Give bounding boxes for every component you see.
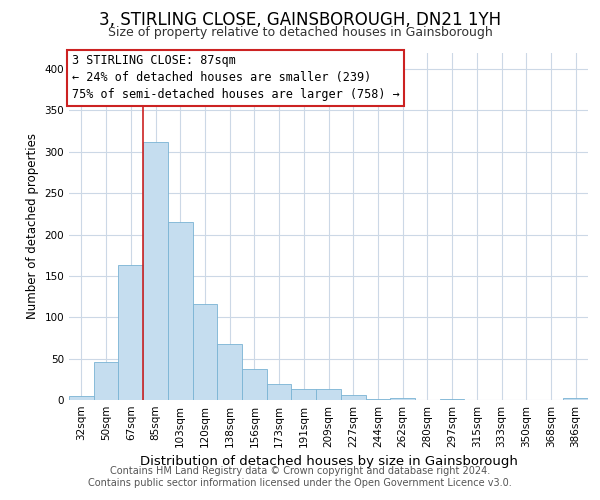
Bar (168, 222, 193, 400)
Bar (242, 368, 267, 400)
Bar (69, 396, 94, 400)
Bar (390, 398, 415, 400)
Bar (118, 265, 143, 400)
Bar (193, 304, 217, 400)
X-axis label: Distribution of detached houses by size in Gainsborough: Distribution of detached houses by size … (140, 456, 517, 468)
Bar (217, 344, 242, 400)
Bar (440, 399, 464, 400)
Text: Contains public sector information licensed under the Open Government Licence v3: Contains public sector information licen… (88, 478, 512, 488)
Bar (292, 389, 316, 400)
Bar (267, 384, 292, 400)
Text: Contains HM Land Registry data © Crown copyright and database right 2024.: Contains HM Land Registry data © Crown c… (110, 466, 490, 476)
Bar (316, 389, 341, 400)
Text: Size of property relative to detached houses in Gainsborough: Size of property relative to detached ho… (107, 26, 493, 39)
Text: 3, STIRLING CLOSE, GAINSBOROUGH, DN21 1YH: 3, STIRLING CLOSE, GAINSBOROUGH, DN21 1Y… (99, 11, 501, 29)
Bar (143, 142, 168, 400)
Bar (94, 362, 118, 400)
Bar (563, 398, 588, 400)
Y-axis label: Number of detached properties: Number of detached properties (26, 133, 39, 320)
Bar (365, 399, 390, 400)
Bar (341, 395, 365, 400)
Text: 3 STIRLING CLOSE: 87sqm
← 24% of detached houses are smaller (239)
75% of semi-d: 3 STIRLING CLOSE: 87sqm ← 24% of detache… (71, 54, 400, 101)
